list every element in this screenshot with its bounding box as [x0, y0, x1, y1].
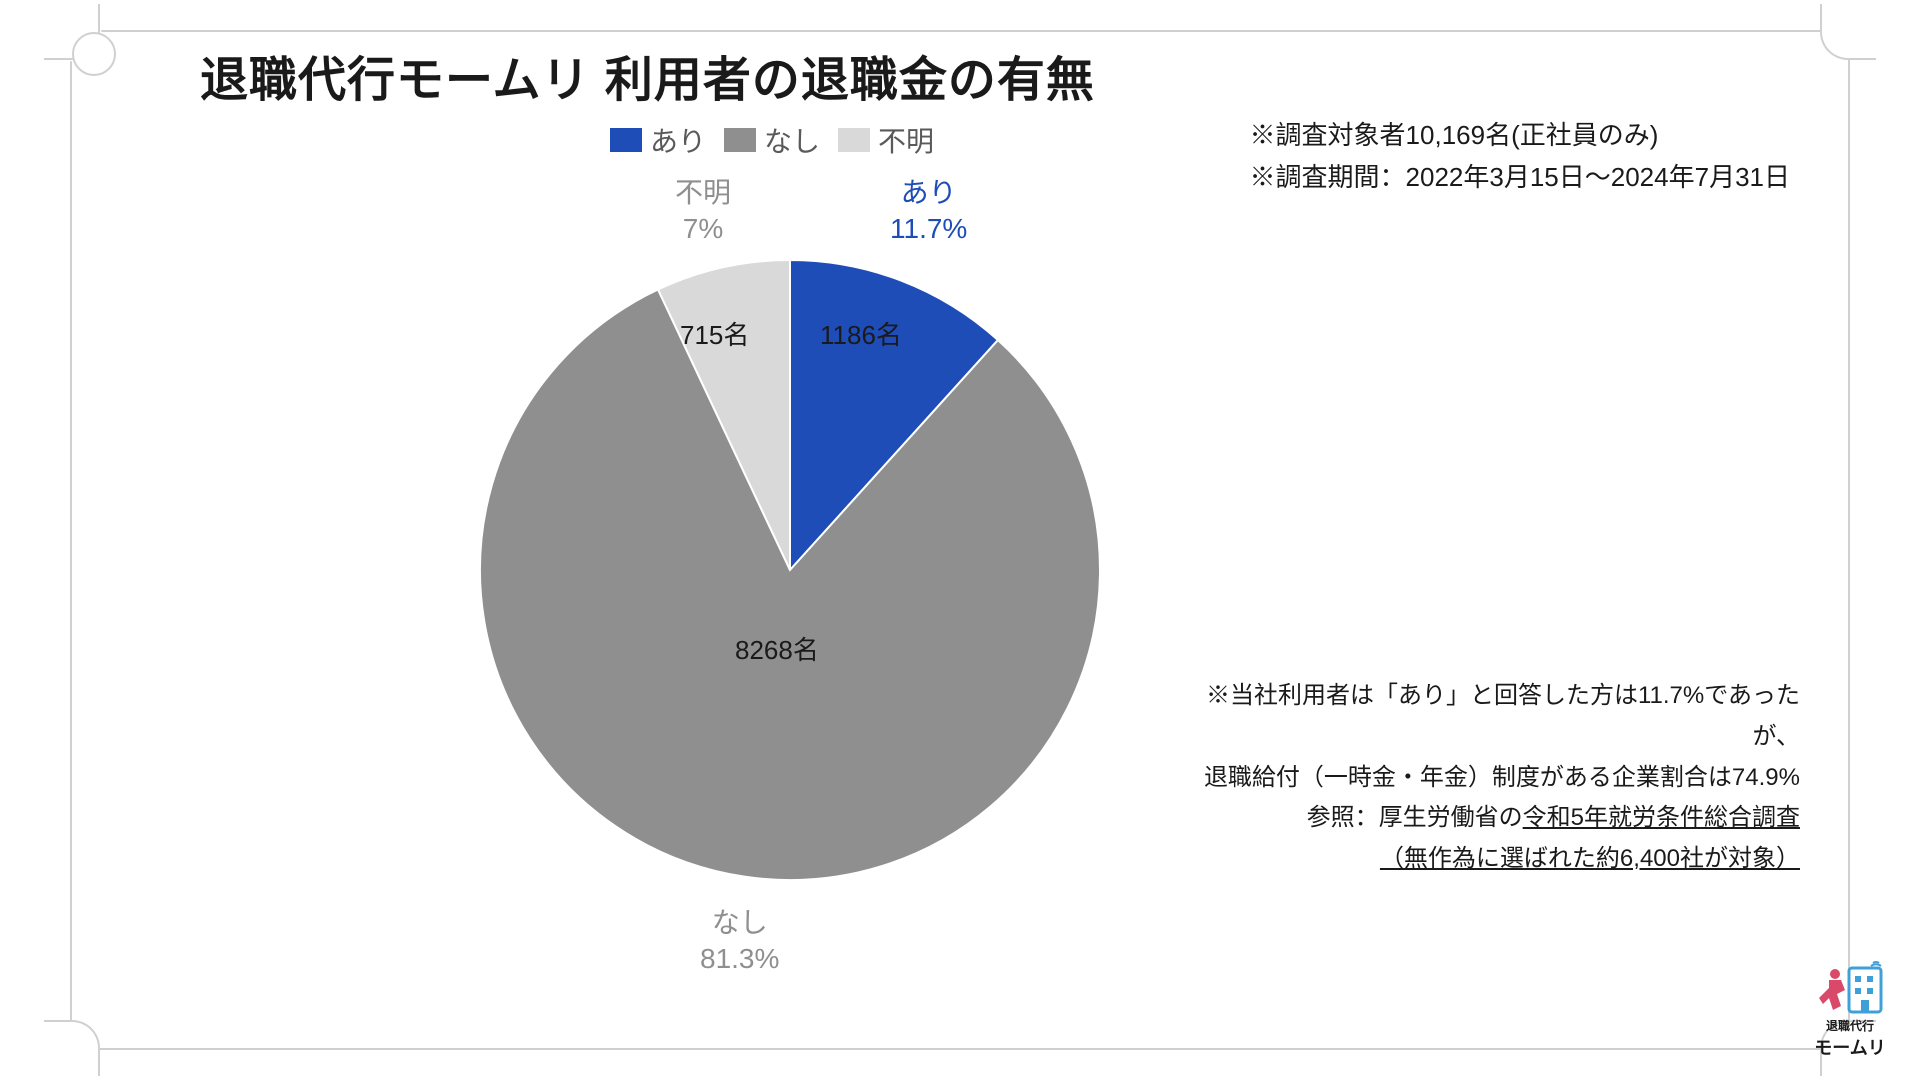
footnote-line: 参照：厚生労働省の令和5年就労条件総合調査 — [1160, 798, 1800, 839]
chart-legend: あり なし 不明 — [610, 120, 934, 160]
frame-notch — [44, 1020, 100, 1076]
logo-text-small: 退職代行 — [1800, 1017, 1900, 1034]
footnote-line: 退職給付（一時金・年金）制度がある企業割合は74.9% — [1160, 758, 1800, 799]
survey-sample: ※調査対象者10,169名(正社員のみ) — [1250, 115, 1790, 157]
slice-label-fumei: 不明 7% — [675, 175, 731, 248]
slice-percent: 7% — [675, 211, 731, 247]
slice-percent: 81.3% — [700, 941, 779, 977]
brand-logo: 退職代行 モームリ — [1800, 960, 1900, 1060]
survey-meta: ※調査対象者10,169名(正社員のみ) ※調査期間：2022年3月15日～20… — [1250, 115, 1790, 198]
legend-item-ari: あり — [610, 120, 706, 160]
frame-notch — [44, 4, 100, 60]
slice-count-fumei: 715名 — [680, 315, 749, 352]
legend-swatch — [838, 128, 870, 152]
footnote-link: （無作為に選ばれた約6,400社が対象） — [1380, 845, 1800, 872]
pie-svg — [480, 260, 1100, 880]
survey-period: ※調査期間：2022年3月15日～2024年7月31日 — [1250, 157, 1790, 199]
legend-swatch — [724, 128, 756, 152]
legend-item-nashi: なし — [724, 120, 820, 160]
slice-label-ari: あり 11.7% — [890, 175, 967, 248]
slice-name: 不明 — [675, 175, 731, 211]
legend-item-fumei: 不明 — [838, 120, 934, 160]
slice-name: あり — [890, 175, 967, 211]
footnote: ※当社利用者は「あり」と回答した方は11.7%であったが、 退職給付（一時金・年… — [1160, 676, 1800, 880]
footnote-prefix: 参照：厚生労働省の — [1307, 804, 1523, 831]
slice-count-nashi: 8268名 — [735, 630, 819, 667]
footnote-line: （無作為に選ばれた約6,400社が対象） — [1160, 839, 1800, 880]
legend-label: 不明 — [878, 120, 934, 160]
legend-swatch — [610, 128, 642, 152]
frame-notch — [1820, 4, 1876, 60]
legend-label: あり — [650, 120, 706, 160]
logo-icon — [1815, 960, 1885, 1015]
pie-chart — [480, 260, 1100, 880]
footnote-link: 令和5年就労条件総合調査 — [1523, 804, 1800, 831]
logo-text-large: モームリ — [1800, 1034, 1900, 1060]
slice-count-ari: 1186名 — [820, 315, 902, 352]
slice-name: なし — [700, 905, 779, 941]
footnote-line: ※当社利用者は「あり」と回答した方は11.7%であったが、 — [1160, 676, 1800, 758]
slice-percent: 11.7% — [890, 211, 967, 247]
page-title: 退職代行モームリ 利用者の退職金の有無 — [200, 40, 1095, 110]
legend-label: なし — [764, 120, 820, 160]
slice-label-nashi: なし 81.3% — [700, 905, 779, 978]
